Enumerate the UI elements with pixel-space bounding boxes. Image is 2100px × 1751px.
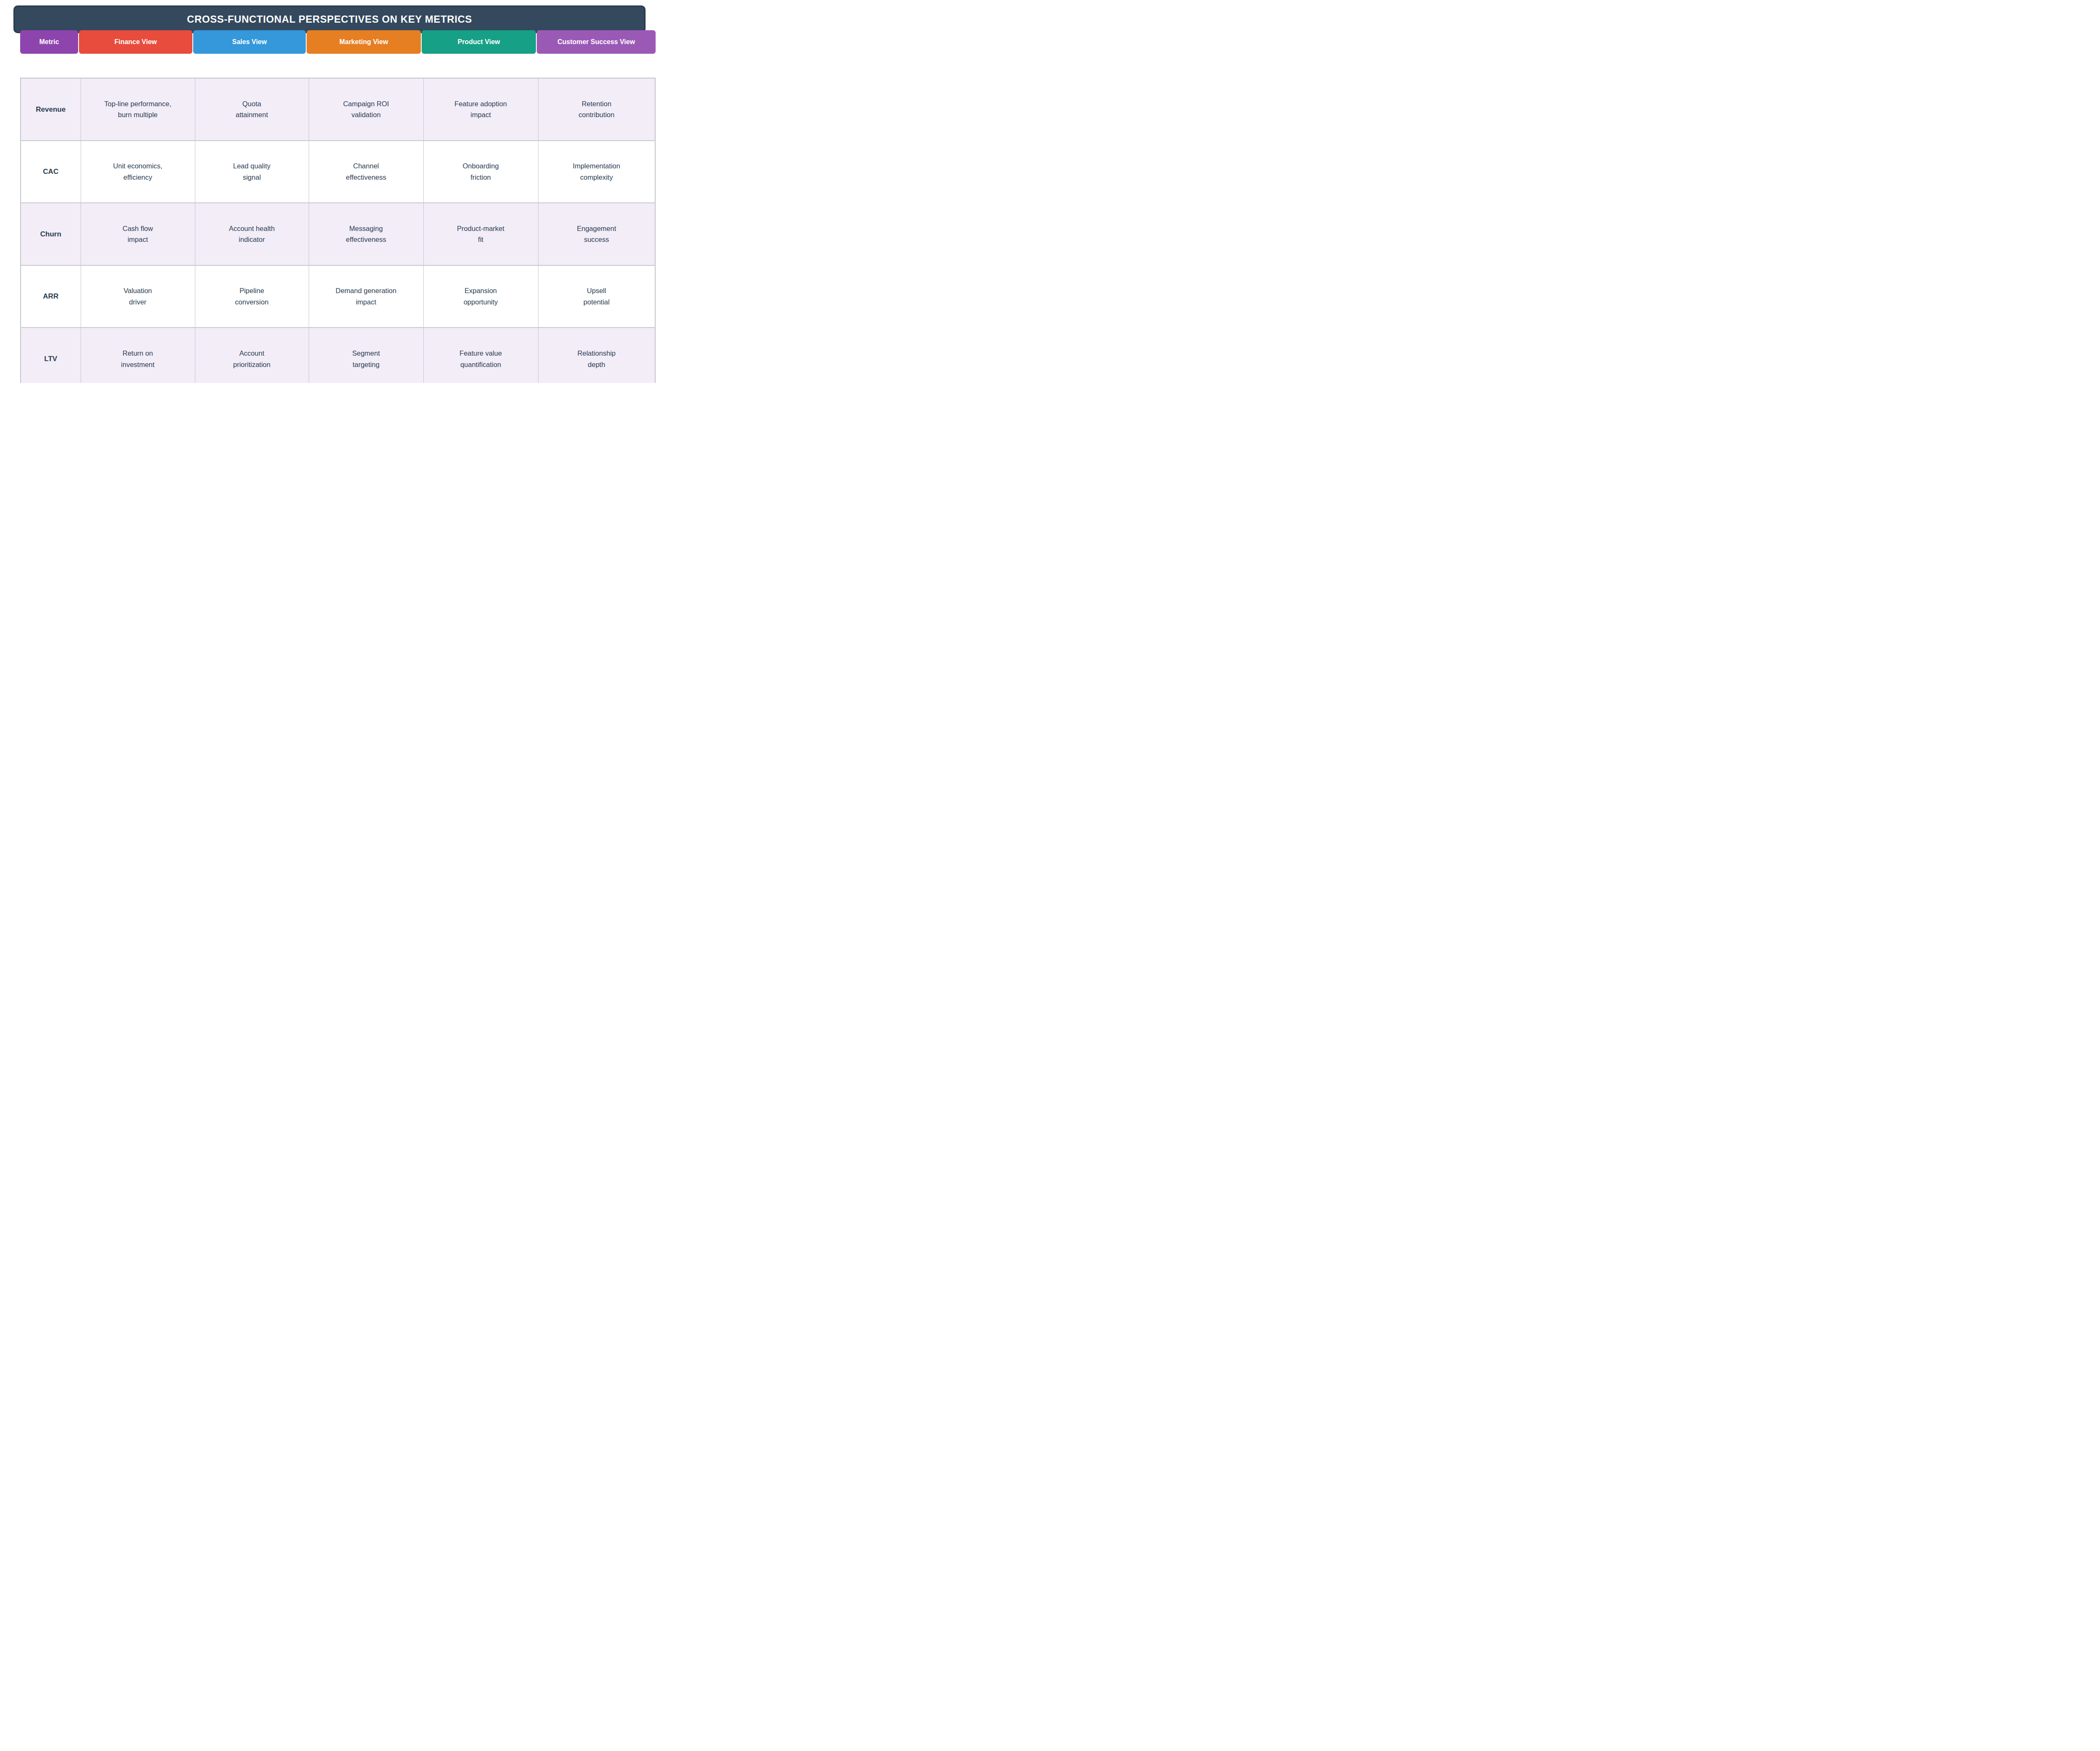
header-cell-finance-view: Finance View [79, 30, 192, 54]
title-bar: CROSS-FUNCTIONAL PERSPECTIVES ON KEY MET… [13, 5, 646, 33]
header-cell-product-view: Product View [422, 30, 536, 54]
cell-revenue-product: Feature adoption impact [423, 78, 538, 141]
column-header-row: Metric Finance View Sales View Marketing… [20, 30, 656, 54]
header-label-finance-view: Finance View [114, 38, 157, 46]
cell-ltv-customer-success: Relationship depth [538, 328, 655, 383]
header-cell-customer-success-view: Customer Success View [537, 30, 656, 54]
header-cell-sales-view: Sales View [193, 30, 306, 54]
table-row-churn: Churn Cash flow impact Account health in… [21, 203, 655, 265]
cell-arr-customer-success: Upsell potential [538, 265, 655, 328]
header-label-marketing-view: Marketing View [339, 38, 388, 46]
cell-arr-finance: Valuation driver [81, 265, 195, 328]
metric-cell-ltv: LTV [21, 328, 81, 383]
cell-ltv-finance: Return on investment [81, 328, 195, 383]
cell-cac-marketing: Channel effectiveness [309, 141, 423, 203]
table-row-ltv: LTV Return on investment Account priorit… [21, 328, 655, 383]
cell-arr-sales: Pipeline conversion [195, 265, 309, 328]
cell-arr-product: Expansion opportunity [423, 265, 538, 328]
cell-churn-sales: Account health indicator [195, 203, 309, 265]
cell-cac-sales: Lead quality signal [195, 141, 309, 203]
cell-churn-product: Product-market fit [423, 203, 538, 265]
page: CROSS-FUNCTIONAL PERSPECTIVES ON KEY MET… [0, 0, 659, 385]
cell-ltv-marketing: Segment targeting [309, 328, 423, 383]
table-row-arr: ARR Valuation driver Pipeline conversion… [21, 265, 655, 328]
cell-arr-marketing: Demand generation impact [309, 265, 423, 328]
header-label-product-view: Product View [457, 38, 500, 46]
cell-revenue-marketing: Campaign ROI validation [309, 78, 423, 141]
header-cell-metric: Metric [20, 30, 78, 54]
cell-ltv-sales: Account prioritization [195, 328, 309, 383]
cell-cac-customer-success: Implementation complexity [538, 141, 655, 203]
header-cell-marketing-view: Marketing View [307, 30, 421, 54]
cell-churn-customer-success: Engagement success [538, 203, 655, 265]
header-label-customer-success-view: Customer Success View [557, 38, 635, 46]
metric-cell-revenue: Revenue [21, 78, 81, 141]
cell-churn-marketing: Messaging effectiveness [309, 203, 423, 265]
cell-cac-product: Onboarding friction [423, 141, 538, 203]
table-row-revenue: Revenue Top-line performance, burn multi… [21, 78, 655, 141]
cell-revenue-sales: Quota attainment [195, 78, 309, 141]
cell-cac-finance: Unit economics, efficiency [81, 141, 195, 203]
metrics-table-container: Revenue Top-line performance, burn multi… [20, 78, 656, 383]
cell-revenue-finance: Top-line performance, burn multiple [81, 78, 195, 141]
header-label-metric: Metric [39, 38, 59, 46]
metric-cell-cac: CAC [21, 141, 81, 203]
header-label-sales-view: Sales View [232, 38, 267, 46]
metric-cell-arr: ARR [21, 265, 81, 328]
metrics-table: Revenue Top-line performance, burn multi… [20, 78, 656, 383]
cell-revenue-customer-success: Retention contribution [538, 78, 655, 141]
cell-churn-finance: Cash flow impact [81, 203, 195, 265]
metric-cell-churn: Churn [21, 203, 81, 265]
page-title: CROSS-FUNCTIONAL PERSPECTIVES ON KEY MET… [187, 13, 472, 25]
cell-ltv-product: Feature value quantification [423, 328, 538, 383]
table-row-cac: CAC Unit economics, efficiency Lead qual… [21, 141, 655, 203]
